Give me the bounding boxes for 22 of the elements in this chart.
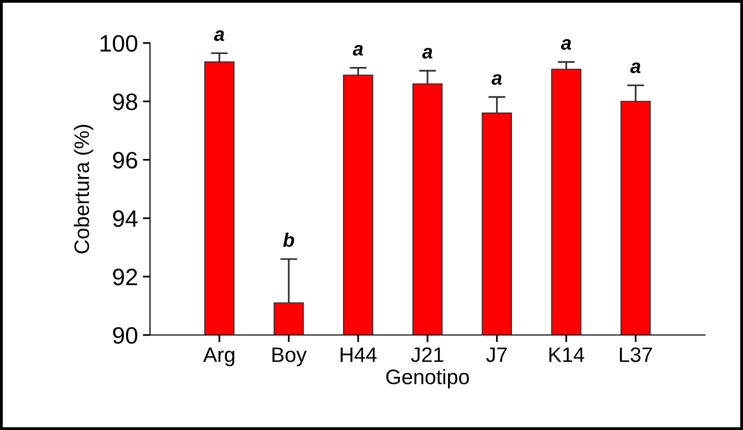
annotation: a	[422, 48, 432, 59]
annotation: a	[214, 30, 224, 42]
y-tick-label: 98	[113, 93, 138, 110]
x-tick-label: Arg	[203, 348, 234, 366]
x-axis-title: Genotipo	[386, 369, 469, 388]
x-tick-label: H44	[340, 348, 377, 362]
x-tick-label: L37	[620, 347, 652, 362]
annotation: b	[283, 232, 294, 247]
x-tick-label: J7	[486, 348, 507, 362]
annotation: a	[630, 62, 640, 74]
annotation: a	[492, 74, 502, 85]
y-axis-title: Cobertura (%)	[74, 124, 94, 254]
y-tick-label: 92	[113, 268, 138, 286]
y-tick-label: 96	[113, 152, 138, 169]
annotation: a	[560, 39, 572, 50]
y-tick-label: 90	[113, 327, 138, 344]
x-tick-label: Boy	[272, 348, 307, 366]
annotation: a	[352, 44, 363, 56]
x-tick-label: K14	[549, 348, 584, 362]
y-tick-label: 94	[113, 210, 138, 227]
x-tick-label: J21	[411, 347, 444, 362]
y-tick-label: 100	[100, 35, 138, 52]
